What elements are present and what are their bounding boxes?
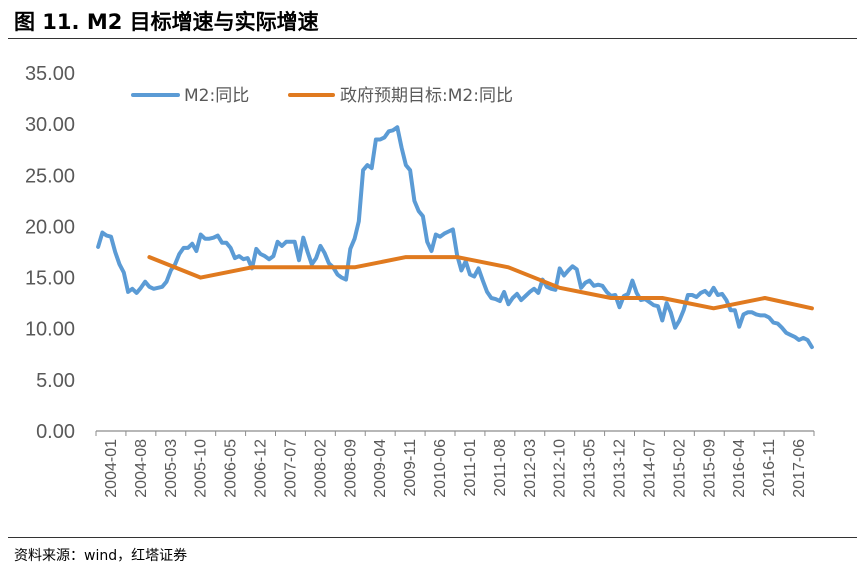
source-note: 资料来源：wind，红塔证券 (14, 548, 188, 564)
x-tick-label: 2008-09 (342, 439, 359, 498)
top-rule (8, 38, 857, 39)
x-tick-label: 2005-03 (163, 439, 180, 498)
x-axis: 2004-01 2004-08 2005-03 2005-10 2006-05 2006-… (95, 430, 815, 498)
y-tick-label: 15.00 (25, 268, 75, 290)
x-tick-label: 2004-01 (103, 439, 120, 498)
x-tick-label: 2010-06 (432, 439, 449, 498)
y-axis-ticks: 0.00 5.00 10.00 15.00 20.00 25.00 30.00 35.00 (25, 63, 75, 443)
x-tick-label: 2017-06 (791, 439, 808, 498)
x-tick-label: 2015-09 (701, 439, 718, 498)
x-tick-label: 2012-10 (552, 439, 569, 498)
x-tick-label: 2015-02 (671, 439, 688, 498)
x-tick-label: 2009-11 (402, 439, 419, 497)
x-tick-label: 2004-08 (133, 439, 150, 498)
legend-label-target: 政府预期目标:M2:同比 (340, 86, 513, 106)
series-line-m2 (96, 125, 814, 350)
x-tick-label: 2005-10 (193, 439, 210, 498)
x-tick-label: 2006-12 (253, 439, 270, 498)
y-tick-label: 30.00 (25, 114, 75, 136)
y-tick-label: 10.00 (25, 319, 75, 341)
series-line-target (147, 255, 814, 311)
series-layer (96, 125, 814, 350)
x-tick-label: 2013-12 (612, 439, 629, 498)
y-tick-label: 25.00 (25, 165, 75, 187)
x-tick-label: 2012-03 (522, 439, 539, 498)
bottom-rule (8, 537, 857, 538)
y-tick-label: 5.00 (36, 370, 75, 392)
x-tick-label: 2013-05 (582, 439, 599, 498)
x-tick-label: 2016-11 (761, 439, 778, 497)
x-tick-label: 2008-02 (312, 439, 329, 498)
y-tick-label: 20.00 (25, 216, 75, 238)
x-tick-label: 2014-07 (641, 439, 658, 498)
y-tick-label: 35.00 (25, 63, 75, 85)
x-tick-label: 2006-05 (223, 439, 240, 498)
y-tick-label: 0.00 (36, 421, 75, 443)
x-tick-label: 2016-04 (731, 439, 748, 498)
legend: M2:同比 政府预期目标:M2:同比 (131, 86, 513, 106)
x-tick-label: 2009-04 (372, 439, 389, 498)
x-tick-label: 2011-08 (492, 439, 509, 497)
line-chart: 0.00 5.00 10.00 15.00 20.00 25.00 30.00 35.00 2… (25, 63, 815, 498)
x-tick-label: 2007-07 (282, 439, 299, 498)
x-tick-label: 2011-01 (462, 439, 479, 497)
figure-title: 图 11. M2 目标增速与实际增速 (14, 10, 319, 34)
legend-label-m2: M2:同比 (184, 86, 249, 106)
